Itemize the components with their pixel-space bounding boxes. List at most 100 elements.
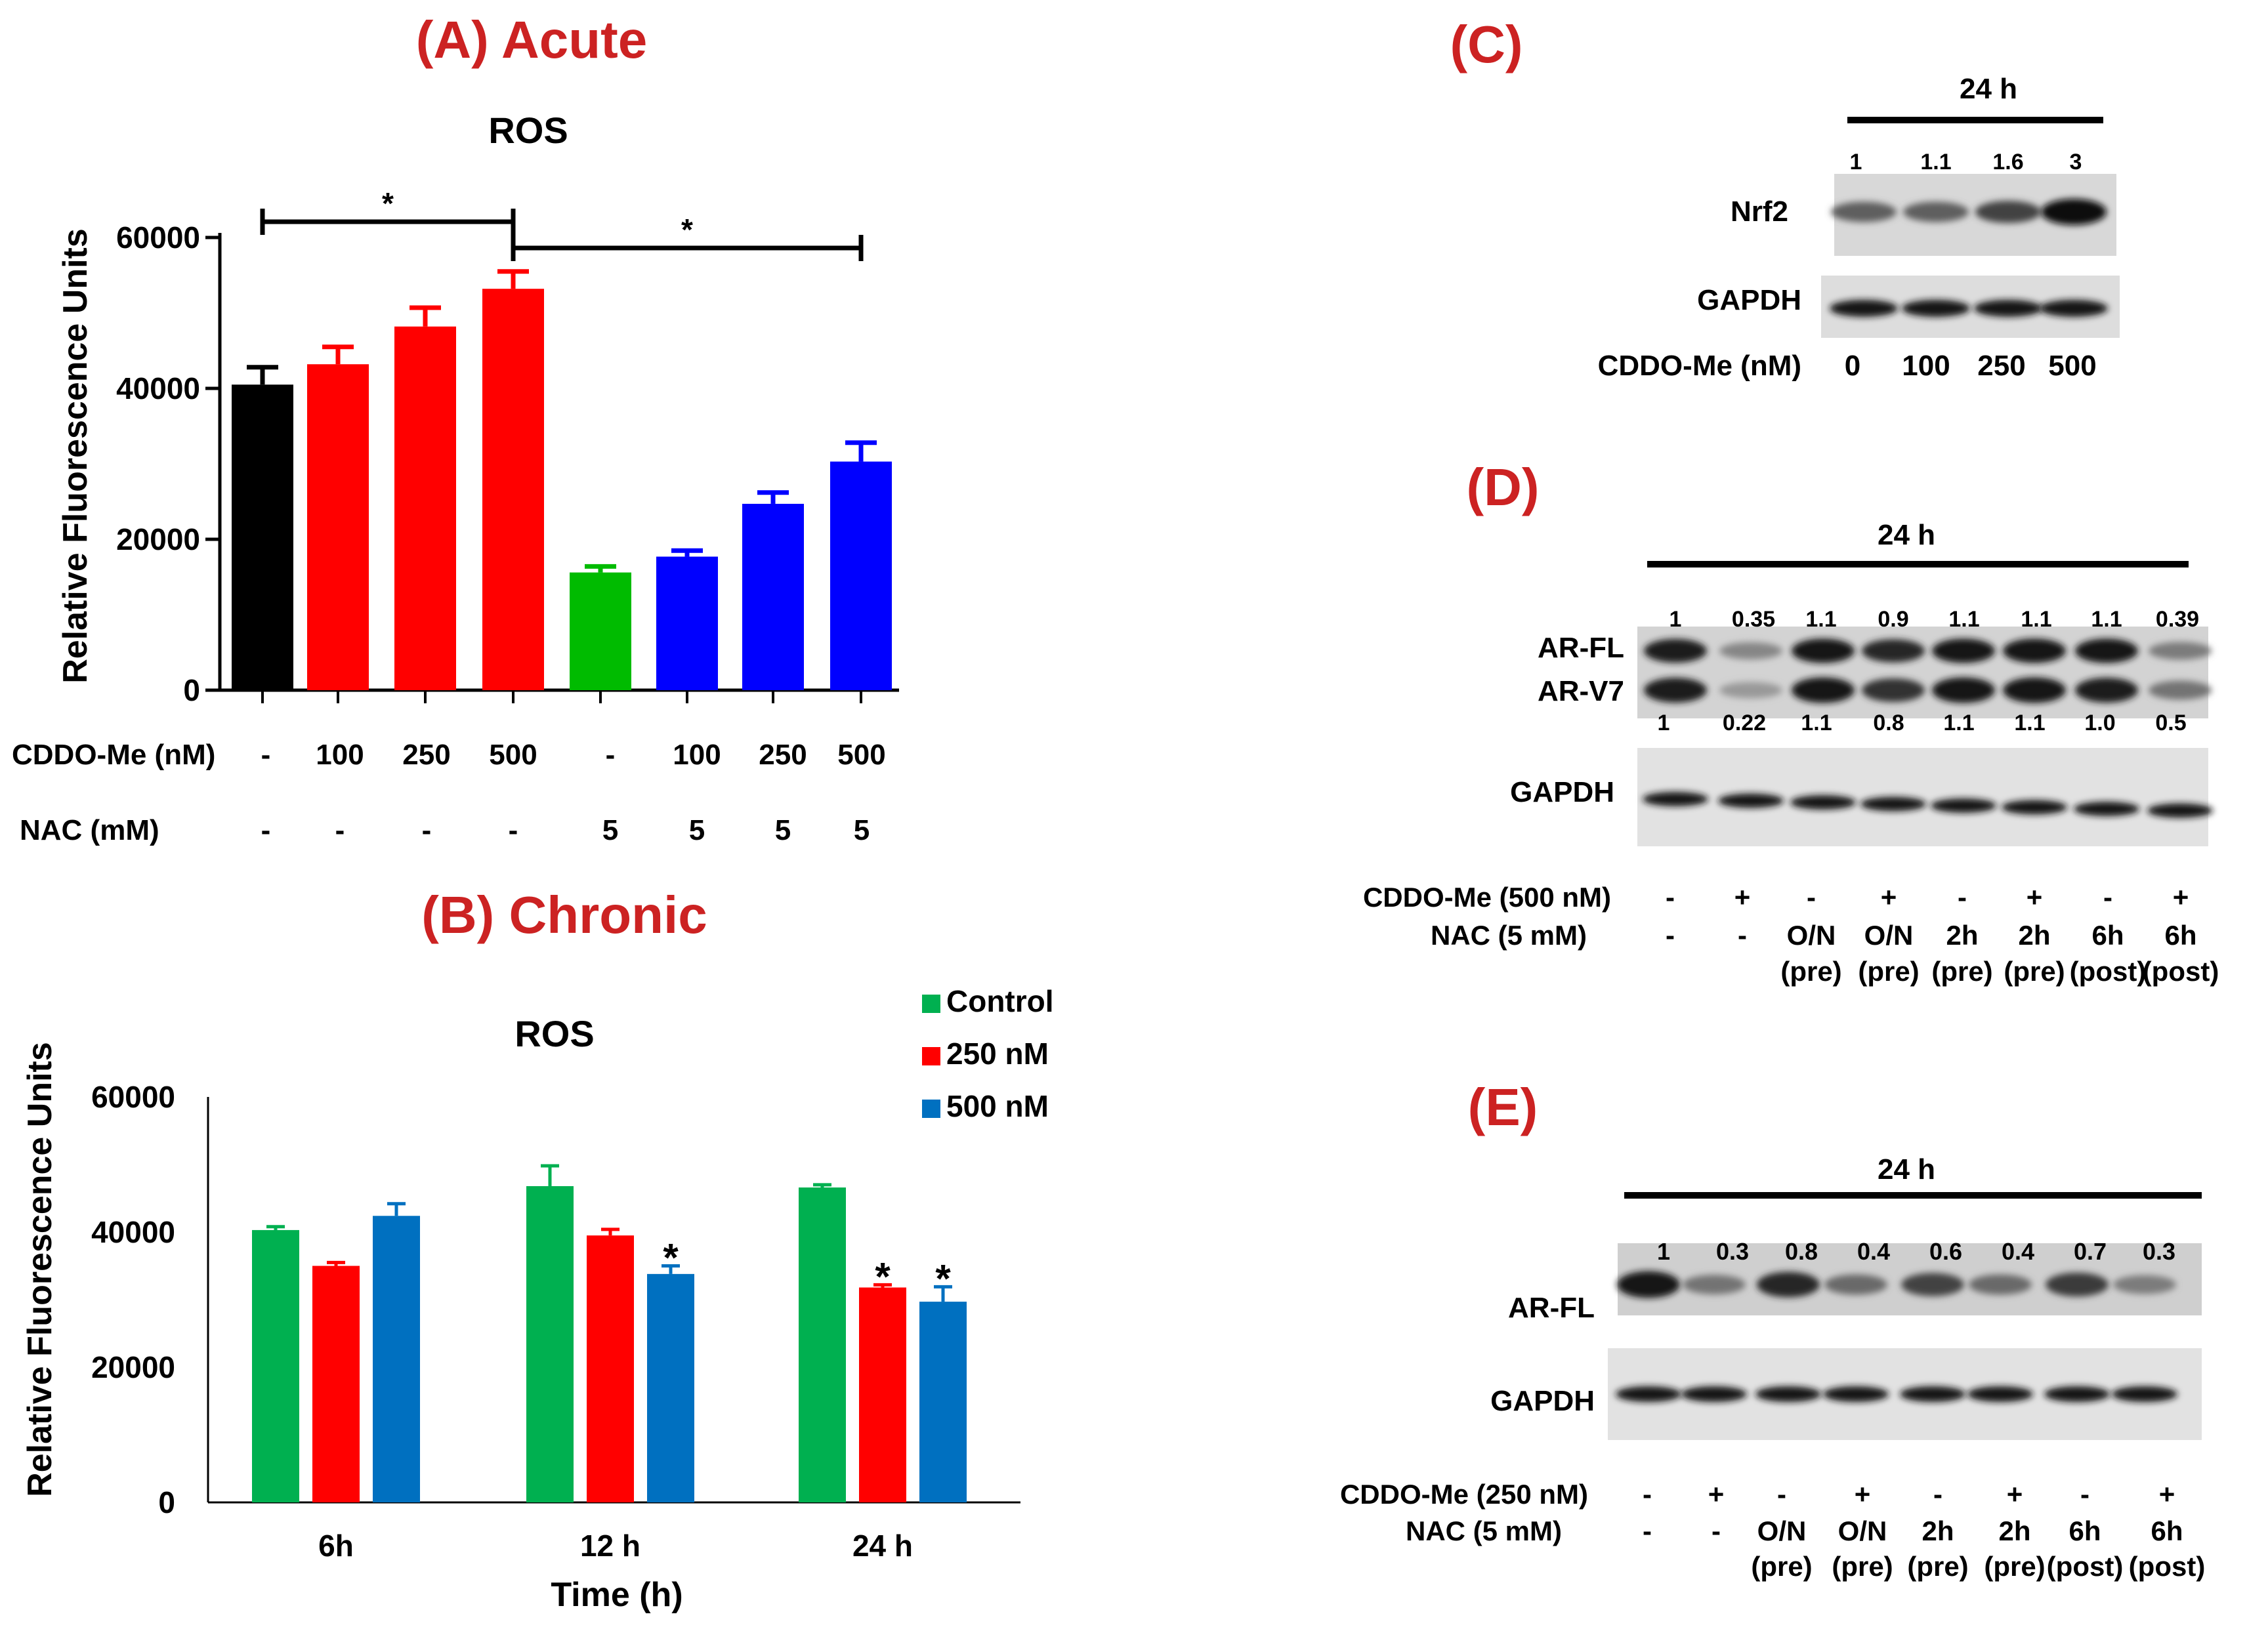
chart-a-title: ROS [488, 110, 568, 151]
blot-e-cddo-value: - [2080, 1479, 2090, 1510]
nrf2-band [2041, 199, 2107, 225]
chart-b-legend-label: 250 nM [946, 1037, 1049, 1071]
ar-v7-band [2003, 677, 2066, 703]
chart-b-x-label: Time (h) [551, 1576, 682, 1614]
nrf2-band [1975, 201, 2041, 223]
chart-a-nac-value: 5 [775, 814, 791, 846]
blot-d-nac-value: 2h [1946, 920, 1978, 951]
ar-fl-e-band [1969, 1274, 2032, 1295]
ar-fl-e-band [2113, 1275, 2176, 1294]
gapdh-c-band [1974, 300, 2042, 317]
chart-b-x-tick-label: 24 h [852, 1529, 913, 1563]
chart-a-nac-value: - [261, 814, 271, 846]
chart-a-cddo-value: 500 [489, 739, 537, 771]
blot-d-nac-value: O/N [1864, 920, 1914, 951]
chart-b-title: ROS [514, 1013, 594, 1054]
blot-d-quant-v7: 0.8 [1873, 711, 1904, 735]
ar-v7-d-label: AR-V7 [1538, 675, 1624, 707]
blot-d-cddo-value: + [2026, 882, 2043, 913]
ar-v7-band [1719, 682, 1782, 699]
blot-d: 24 h 1 1 - - 0.35 0.22 + - 1.1 1.1 - O/N (pre) 0.9 0.8… [1363, 519, 2219, 987]
blot-d-cddo-label: CDDO-Me (500 nM) [1363, 882, 1611, 913]
blot-d-quant-fl: 1.1 [2021, 607, 2051, 632]
blot-c-time: 24 h [1960, 73, 2017, 105]
blot-e-nac-value: O/N [1757, 1516, 1807, 1546]
blot-d-nac-label: NAC (5 mM) [1431, 920, 1587, 951]
blot-d-nac-sub: (pre) [1780, 956, 1841, 987]
chart-b-sig-star: * [875, 1254, 891, 1298]
chart-b-bar [252, 1229, 299, 1502]
chart-b-x-tick-label: 6h [318, 1529, 354, 1563]
chart-a-cddo-value: 250 [402, 739, 450, 771]
ar-fl-band [2003, 638, 2066, 663]
blot-e-cddo-value: + [1708, 1479, 1725, 1510]
blot-d-quant-v7: 1.1 [1943, 711, 1974, 735]
blot-d-nac-sub: (pre) [2004, 956, 2065, 987]
blot-d-cddo-value: - [1958, 882, 1967, 913]
blot-e-quant: 0.7 [2074, 1238, 2107, 1265]
blot-d-quant-v7: 1.0 [2084, 711, 2115, 735]
blot-d-nac-sub: (post) [2070, 956, 2147, 987]
gapdh-d-band [1718, 793, 1784, 808]
blot-c-dose: 0 [1845, 350, 1860, 382]
ar-fl-band [1719, 642, 1782, 660]
panel-b-title: (B) Chronic [421, 886, 707, 944]
blot-e-time: 24 h [1878, 1153, 1935, 1186]
ar-fl-d-label: AR-FL [1538, 632, 1624, 664]
blot-e-nac-value: 2h [1922, 1516, 1954, 1546]
blot-e-cddo-label: CDDO-Me (250 nM) [1340, 1479, 1588, 1510]
blot-c-dose: 500 [2048, 350, 2096, 382]
blot-d-nac-value: - [1666, 920, 1675, 951]
chart-a-bar [830, 461, 892, 690]
blot-d-cddo-value: - [1666, 882, 1675, 913]
gapdh-d-band [1643, 792, 1708, 806]
chart-b-legend-swatch [922, 1100, 940, 1118]
nac-row-label: NAC (mM) [20, 814, 159, 846]
chart-b-bar [799, 1187, 846, 1502]
blot-c-quant: 3 [2070, 150, 2082, 175]
gapdh-e-band [2112, 1386, 2177, 1402]
nrf2-label: Nrf2 [1731, 196, 1788, 228]
chart-a-sig-star: * [382, 186, 394, 220]
chart-a-sig-star: * [681, 213, 693, 247]
blot-d-nac-value: O/N [1787, 920, 1836, 951]
blot-e-quant: 0.4 [2002, 1238, 2034, 1265]
chart-a-y-tick-label: 0 [183, 673, 200, 707]
chart-a-nac-value: 5 [689, 814, 705, 846]
chart-a-y-tick-label: 40000 [116, 371, 200, 405]
ar-fl-e-band [1824, 1274, 1887, 1295]
blot-c-quant: 1.6 [1992, 150, 2023, 175]
chart-b-y-tick-label: 0 [158, 1485, 175, 1519]
blot-e-nac-label: NAC (5 mM) [1406, 1516, 1562, 1546]
gapdh-d-band [1860, 796, 1926, 812]
ar-fl-band [2075, 638, 2138, 663]
blot-e-cddo-value: - [1643, 1479, 1652, 1510]
chart-b-legend-label: Control [946, 984, 1054, 1018]
ar-v7-band [1932, 677, 1995, 703]
blot-e-cddo-value: - [1777, 1479, 1786, 1510]
blot-c-quant: 1.1 [1920, 150, 1951, 175]
chart-a-bar [307, 364, 369, 690]
panel-d-title: (D) [1466, 458, 1539, 516]
chart-a-cddo-value: - [606, 739, 616, 771]
chart-b-sig-star: * [663, 1236, 679, 1280]
ar-v7-band [1792, 677, 1855, 703]
blot-e-nac-value: O/N [1838, 1516, 1887, 1546]
blot-e-nac-sub: (pre) [1907, 1551, 1968, 1582]
ar-fl-e-label: AR-FL [1508, 1292, 1595, 1324]
blot-e-nac-value: 2h [1998, 1516, 2030, 1546]
blot-d-cddo-value: + [1881, 882, 1897, 913]
ar-v7-band [2149, 680, 2212, 700]
blot-e-cddo-value: + [1855, 1479, 1871, 1510]
blot-e-nac-sub: (post) [2129, 1551, 2206, 1582]
chart-b-y-tick-label: 40000 [91, 1215, 175, 1249]
blot-d-time: 24 h [1878, 519, 1935, 551]
blot-e-nac-sub: (pre) [1984, 1551, 2045, 1582]
ar-fl-e-band [2046, 1272, 2109, 1297]
chart-b-bar [859, 1287, 906, 1502]
blot-e-nac-value: - [1643, 1516, 1652, 1546]
blot-e-cddo-value: + [2159, 1479, 2175, 1510]
blot-d-quant-fl: 0.9 [1878, 607, 1908, 632]
blot-e-quant: 0.8 [1785, 1238, 1818, 1265]
